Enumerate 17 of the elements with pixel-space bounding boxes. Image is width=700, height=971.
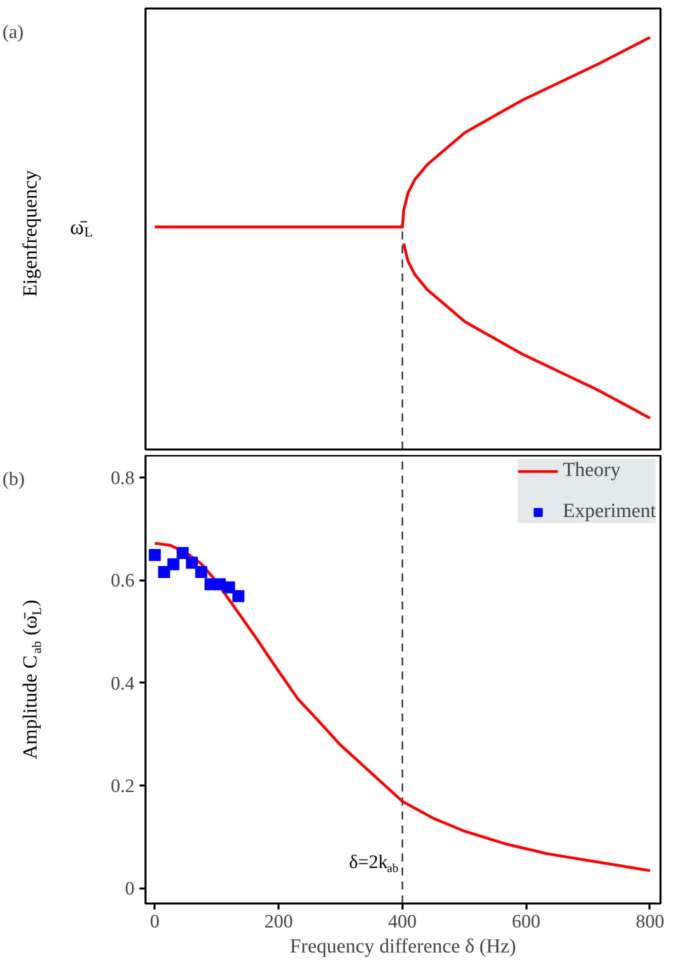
x-tick-label: 400 bbox=[388, 912, 417, 932]
y-tick-label: 0.2 bbox=[110, 776, 134, 797]
text: (a) bbox=[2, 22, 24, 43]
y-tick-label: 0 bbox=[125, 878, 134, 900]
x-tick-label: 600 bbox=[512, 912, 540, 932]
y-axis-title: Eigenfrequency bbox=[20, 170, 42, 297]
y-axis-title: Amplitude Cab (ω̄L) bbox=[20, 600, 44, 760]
y-tick-label: 0.8 bbox=[110, 468, 134, 490]
y-tick-label: 0.4 bbox=[110, 673, 135, 694]
legend-label: Theory bbox=[562, 459, 620, 482]
text: (b) bbox=[2, 469, 25, 490]
x-tick-label: 800 bbox=[636, 912, 664, 932]
y-tick-label: 0.6 bbox=[110, 570, 134, 592]
x-axis-title: Frequency difference δ (Hz) bbox=[290, 936, 516, 958]
legend-label: Experiment bbox=[562, 500, 656, 523]
x-tick-label: 0 bbox=[150, 912, 160, 932]
x-tick-label: 200 bbox=[264, 912, 293, 932]
